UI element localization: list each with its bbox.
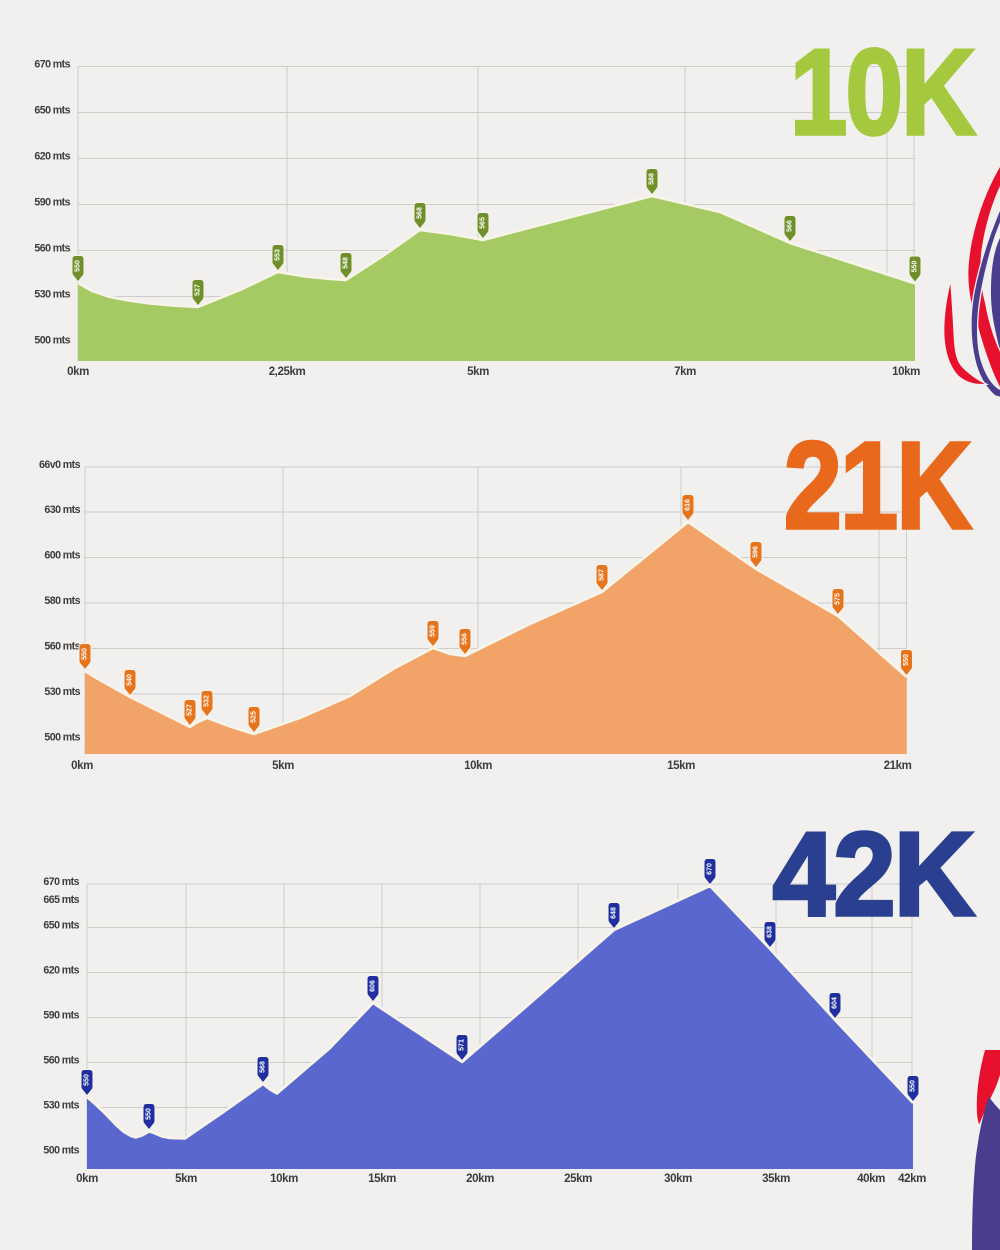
svg-text:568: 568 bbox=[260, 1061, 267, 1073]
svg-text:568: 568 bbox=[417, 207, 424, 219]
svg-text:66v0 mts: 66v0 mts bbox=[39, 459, 81, 471]
svg-text:560 mts: 560 mts bbox=[34, 243, 70, 255]
svg-text:525: 525 bbox=[251, 711, 258, 723]
svg-text:590 mts: 590 mts bbox=[34, 197, 70, 209]
svg-text:550: 550 bbox=[912, 261, 919, 273]
svg-text:30km: 30km bbox=[664, 1173, 692, 1185]
svg-text:587: 587 bbox=[599, 569, 606, 581]
svg-text:25km: 25km bbox=[564, 1173, 592, 1185]
svg-text:560 mts: 560 mts bbox=[43, 1055, 79, 1067]
svg-text:550: 550 bbox=[146, 1108, 153, 1120]
svg-text:616: 616 bbox=[685, 499, 692, 511]
svg-text:15km: 15km bbox=[368, 1173, 396, 1185]
svg-text:530 mts: 530 mts bbox=[34, 289, 70, 301]
svg-text:550: 550 bbox=[84, 1074, 91, 1086]
svg-text:600 mts: 600 mts bbox=[44, 550, 80, 562]
svg-text:550: 550 bbox=[910, 1080, 917, 1092]
svg-text:10km: 10km bbox=[270, 1173, 298, 1185]
svg-text:35km: 35km bbox=[762, 1173, 790, 1185]
svg-text:5km: 5km bbox=[467, 366, 489, 378]
svg-text:550: 550 bbox=[82, 648, 89, 660]
svg-text:527: 527 bbox=[187, 704, 194, 716]
svg-text:606: 606 bbox=[370, 980, 377, 992]
svg-text:21K: 21K bbox=[784, 418, 971, 555]
svg-text:10km: 10km bbox=[464, 760, 492, 772]
svg-text:530 mts: 530 mts bbox=[44, 686, 80, 698]
svg-text:0km: 0km bbox=[67, 366, 89, 378]
svg-text:532: 532 bbox=[204, 695, 211, 707]
svg-text:40km: 40km bbox=[857, 1173, 885, 1185]
svg-text:10K: 10K bbox=[790, 24, 975, 160]
svg-text:5km: 5km bbox=[272, 760, 294, 772]
svg-text:596: 596 bbox=[753, 546, 760, 558]
svg-text:0km: 0km bbox=[76, 1173, 98, 1185]
svg-text:575: 575 bbox=[835, 593, 842, 605]
svg-text:650 mts: 650 mts bbox=[34, 105, 70, 117]
svg-text:530 mts: 530 mts bbox=[43, 1100, 79, 1112]
svg-text:500 mts: 500 mts bbox=[34, 335, 70, 347]
svg-text:15km: 15km bbox=[667, 760, 695, 772]
svg-text:7km: 7km bbox=[674, 366, 696, 378]
svg-text:604: 604 bbox=[832, 997, 839, 1009]
svg-text:670 mts: 670 mts bbox=[43, 876, 79, 888]
svg-text:620 mts: 620 mts bbox=[34, 151, 70, 163]
svg-text:10km: 10km bbox=[892, 366, 920, 378]
svg-text:670: 670 bbox=[707, 863, 714, 875]
svg-text:42km: 42km bbox=[898, 1173, 926, 1185]
svg-text:565: 565 bbox=[480, 217, 487, 229]
svg-text:571: 571 bbox=[459, 1039, 466, 1051]
svg-text:550: 550 bbox=[903, 654, 910, 666]
svg-text:670 mts: 670 mts bbox=[34, 59, 70, 71]
svg-text:590 mts: 590 mts bbox=[43, 1010, 79, 1022]
svg-text:527: 527 bbox=[195, 284, 202, 296]
svg-text:2,25km: 2,25km bbox=[269, 366, 306, 378]
svg-text:0km: 0km bbox=[71, 760, 93, 772]
svg-text:550: 550 bbox=[75, 260, 82, 272]
svg-text:540: 540 bbox=[127, 674, 134, 686]
svg-text:556: 556 bbox=[462, 633, 469, 645]
svg-text:5km: 5km bbox=[175, 1173, 197, 1185]
svg-text:500 mts: 500 mts bbox=[43, 1145, 79, 1157]
svg-text:630 mts: 630 mts bbox=[44, 504, 80, 516]
svg-text:553: 553 bbox=[275, 249, 282, 261]
svg-text:566: 566 bbox=[787, 220, 794, 232]
svg-text:665 mts: 665 mts bbox=[43, 894, 79, 906]
svg-text:620 mts: 620 mts bbox=[43, 965, 79, 977]
svg-text:559: 559 bbox=[430, 625, 437, 637]
svg-text:548: 548 bbox=[343, 257, 350, 269]
svg-text:560 mts: 560 mts bbox=[44, 641, 80, 653]
svg-text:580 mts: 580 mts bbox=[44, 595, 80, 607]
svg-text:648: 648 bbox=[611, 907, 618, 919]
svg-text:42K: 42K bbox=[773, 807, 975, 941]
svg-text:21km: 21km bbox=[884, 760, 912, 772]
svg-text:638: 638 bbox=[767, 926, 774, 938]
svg-text:20km: 20km bbox=[466, 1173, 494, 1185]
svg-text:500 mts: 500 mts bbox=[44, 732, 80, 744]
svg-text:588: 588 bbox=[649, 173, 656, 185]
svg-text:650 mts: 650 mts bbox=[43, 920, 79, 932]
